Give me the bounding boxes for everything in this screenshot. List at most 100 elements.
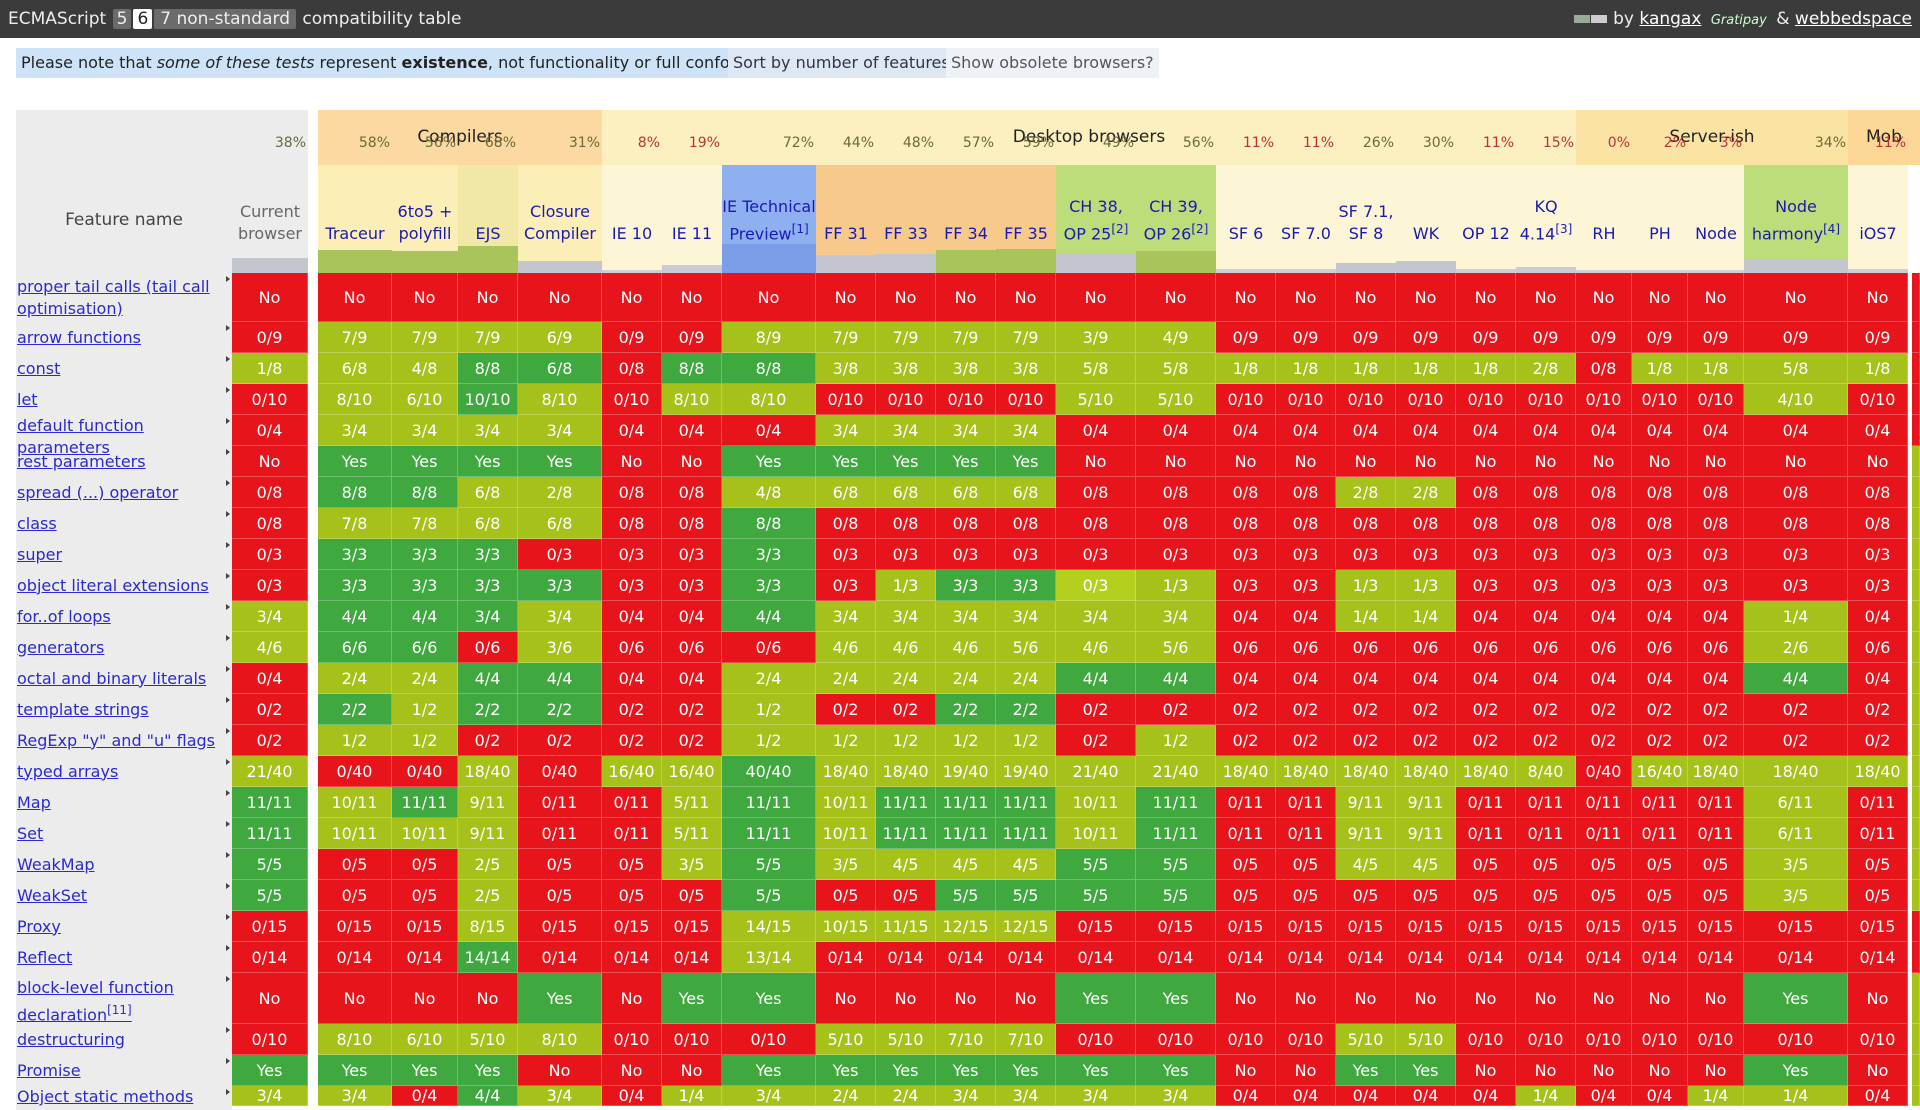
column-footnote-ref[interactable]: [1] [791,221,809,236]
result-cell[interactable]: 3/4 [1136,601,1216,632]
result-cell[interactable]: 0/5 [318,880,392,911]
result-cell[interactable]: 0/2 [1576,725,1632,756]
result-cell[interactable]: No [232,973,308,1024]
result-cell[interactable]: 1/3 [1336,570,1396,601]
result-cell[interactable]: No [1848,1055,1908,1086]
column-header-ff-35[interactable]: 59% FF 35 [996,135,1056,273]
result-cell[interactable]: No [232,273,308,322]
result-cell[interactable]: 0/4 [232,415,308,446]
result-cell[interactable]: 0/15 [1136,911,1216,942]
result-cell[interactable]: 0/14 [392,942,458,973]
result-cell[interactable]: 0/4 [1516,415,1576,446]
result-cell[interactable]: 8/15 [458,911,518,942]
result-cell[interactable]: 0/11 [1516,818,1576,849]
result-cell[interactable]: 0/2 [1216,694,1276,725]
result-cell[interactable]: 0/4 [1136,415,1216,446]
result-cell[interactable]: No [1688,1055,1744,1086]
result-cell[interactable]: 8/10 [318,384,392,415]
result-cell[interactable]: 0/5 [518,880,602,911]
result-cell[interactable]: 0/9 [662,322,722,353]
result-cell[interactable]: 0/4 [1456,415,1516,446]
result-cell[interactable]: 3/4 [816,601,876,632]
result-cell[interactable]: 0/6 [722,632,816,663]
result-cell[interactable]: 3/9 [1056,322,1136,353]
result-cell[interactable]: 5/11 [662,787,722,818]
result-cell[interactable]: 0/14 [996,942,1056,973]
result-cell[interactable]: 3/5 [1744,880,1848,911]
column-header-sf-7-1-sf-8[interactable]: 26% SF 7.1, SF 8 [1336,135,1396,273]
result-cell[interactable]: 0/5 [1848,880,1908,911]
feature-name-text[interactable]: RegExp "y" and "u" flags [17,730,215,750]
result-cell[interactable]: No [392,973,458,1024]
result-cell[interactable]: 0/15 [1632,911,1688,942]
result-cell[interactable]: 0/10 [1216,1024,1276,1055]
result-cell[interactable]: No [1136,446,1216,477]
result-cell[interactable]: 0/6 [1456,632,1516,663]
result-cell[interactable]: 2/2 [936,694,996,725]
result-cell[interactable]: 0/4 [1456,663,1516,694]
result-cell[interactable]: 5/6 [1136,632,1216,663]
result-cell[interactable]: 10/11 [318,787,392,818]
expand-row-icon[interactable] [226,325,230,331]
result-cell[interactable]: 10/15 [816,911,876,942]
result-cell[interactable]: 4/4 [518,663,602,694]
result-cell[interactable]: 0/9 [1336,322,1396,353]
result-cell[interactable]: 1/8 [1216,353,1276,384]
result-cell[interactable]: 0/15 [232,911,308,942]
feature-name-text[interactable]: generators [17,637,105,657]
result-cell[interactable]: 8/8 [318,477,392,508]
result-cell[interactable]: 3/4 [518,415,602,446]
result-cell[interactable]: 0/2 [1056,725,1136,756]
result-cell[interactable]: No [662,273,722,322]
result-cell[interactable]: 3/8 [816,353,876,384]
column-footnote-ref[interactable]: [3] [1555,221,1573,236]
result-cell[interactable]: 5/10 [458,1024,518,1055]
result-cell[interactable]: 0/8 [936,508,996,539]
result-cell[interactable]: 0/3 [232,539,308,570]
expand-row-icon[interactable] [226,449,230,455]
result-cell[interactable]: 0/5 [816,880,876,911]
result-cell[interactable]: 2/8 [1396,477,1456,508]
result-cell[interactable]: 18/40 [1688,756,1744,787]
result-cell[interactable]: 0/5 [662,880,722,911]
result-cell[interactable]: 1/4 [1396,601,1456,632]
feature-link[interactable]: WeakSet [17,885,229,907]
result-cell[interactable]: 0/14 [518,942,602,973]
column-header-closure-compiler[interactable]: 31% Closure Compiler [518,135,602,273]
result-cell[interactable]: 6/8 [318,353,392,384]
result-cell[interactable]: 6/11 [1744,787,1848,818]
feature-name-text[interactable]: for..of loops [17,606,111,626]
result-cell[interactable]: 11/15 [876,911,936,942]
result-cell[interactable]: No [1516,446,1576,477]
feature-link[interactable]: const [17,358,229,380]
result-cell[interactable]: 0/8 [1456,508,1516,539]
result-cell[interactable]: 0/3 [1632,570,1688,601]
result-cell[interactable]: 10/11 [1056,787,1136,818]
column-header-wk[interactable]: 30% WK [1396,135,1456,273]
result-cell[interactable]: 0/14 [816,942,876,973]
result-cell[interactable]: 0/3 [602,539,662,570]
result-cell[interactable]: 0/8 [1216,477,1276,508]
result-cell[interactable]: 0/11 [602,787,662,818]
result-cell[interactable]: 0/4 [602,415,662,446]
result-cell[interactable]: 11/11 [232,787,308,818]
result-cell[interactable]: No [722,273,816,322]
result-cell[interactable]: 0/11 [602,818,662,849]
result-cell[interactable]: No [662,446,722,477]
expand-row-icon[interactable] [226,852,230,858]
result-cell[interactable]: 0/8 [1576,353,1632,384]
result-cell[interactable]: 2/2 [318,694,392,725]
result-cell[interactable]: 0/10 [722,1024,816,1055]
result-cell[interactable]: 18/40 [876,756,936,787]
column-header-sf-7-0[interactable]: 11% SF 7.0 [1276,135,1336,273]
result-cell[interactable]: No [1688,446,1744,477]
feature-name-text[interactable]: Promise [17,1060,81,1080]
result-cell[interactable]: Yes [232,1055,308,1086]
result-cell[interactable]: 0/14 [1516,942,1576,973]
expand-row-icon[interactable] [226,573,230,579]
result-cell[interactable]: Yes [1056,973,1136,1024]
result-cell[interactable]: No [602,273,662,322]
result-cell[interactable]: 0/10 [876,384,936,415]
expand-row-icon[interactable] [226,945,230,951]
result-cell[interactable]: 11/11 [996,818,1056,849]
